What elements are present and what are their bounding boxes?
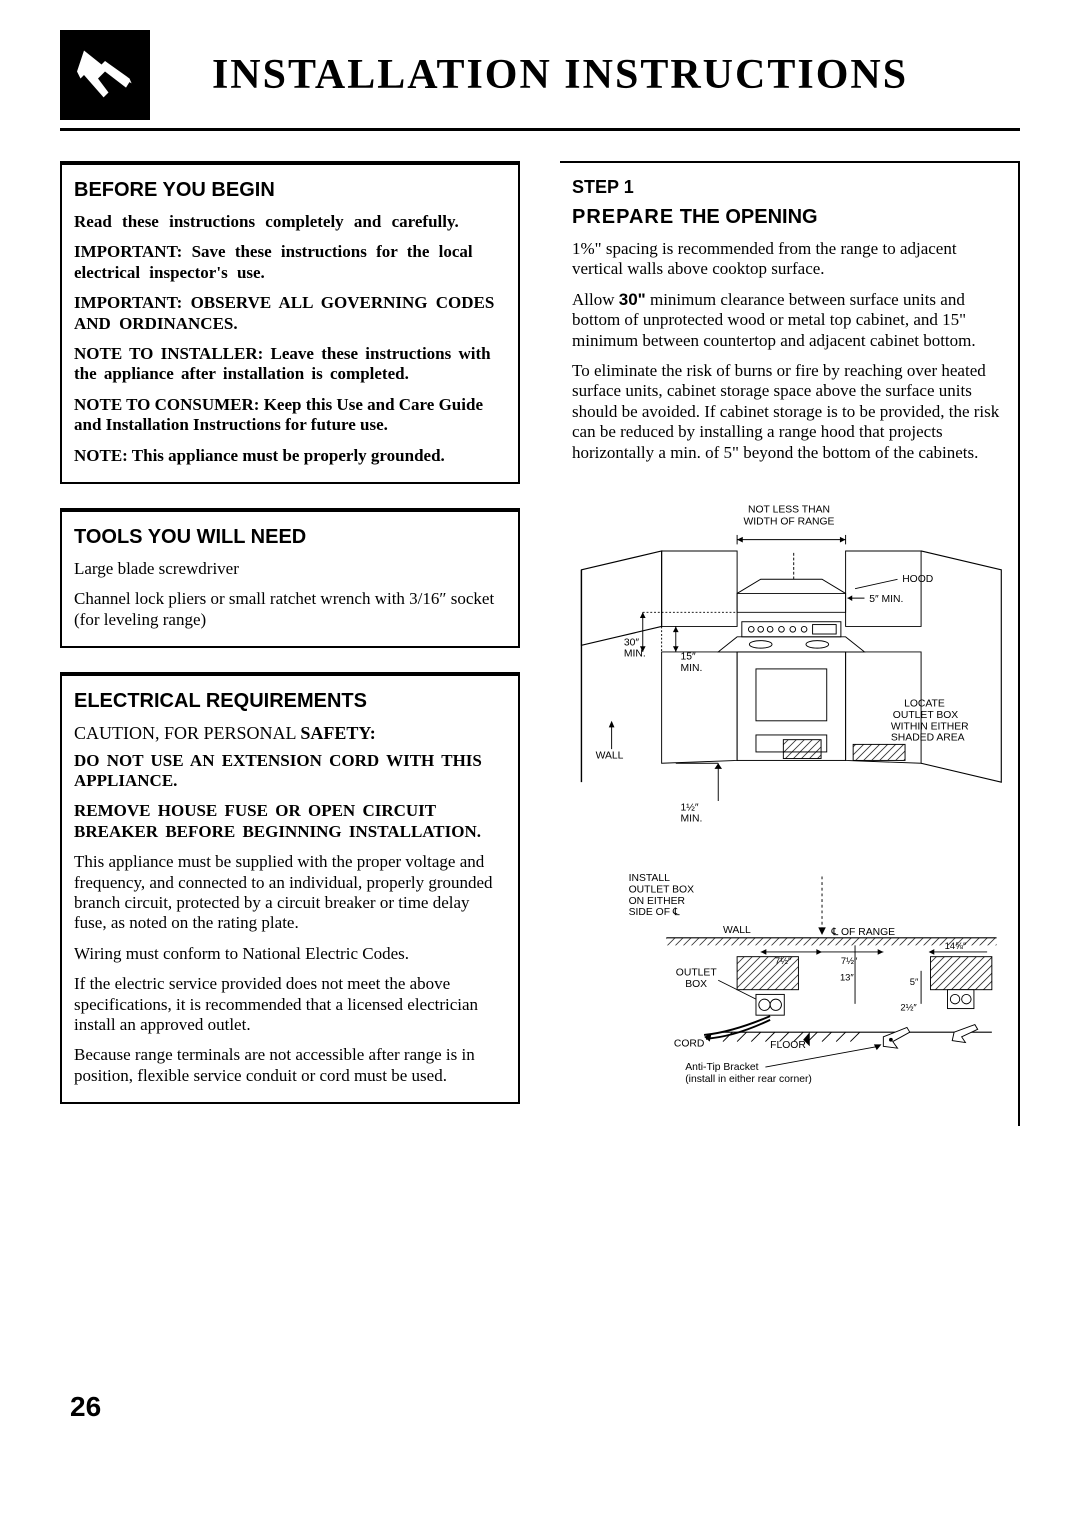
- diag-within: WITHIN EITHER: [891, 721, 969, 732]
- diag-cord: CORD: [674, 1038, 705, 1049]
- tools-heading: TOOLS YOU WILL NEED: [74, 526, 506, 549]
- diag-min-a: MIN.: [624, 649, 646, 660]
- before-p1: Read these instructions completely and c…: [74, 212, 506, 232]
- diag-1half: 1½″: [681, 802, 699, 813]
- diag-wall: WALL: [596, 750, 624, 761]
- diag-min-c: MIN.: [681, 814, 703, 825]
- diag-width-range: WIDTH OF RANGE: [744, 516, 835, 527]
- diag-install: INSTALL: [629, 873, 670, 884]
- electrical-p4: Wiring must conform to National Electric…: [74, 944, 506, 964]
- step1-heading: PREPARE THE OPENING: [572, 206, 1006, 229]
- before-p3: IMPORTANT: OBSERVE ALL GOVERNING CODES A…: [74, 293, 506, 334]
- diag-outletbox2: OUTLET BOX: [629, 884, 695, 895]
- diag-install-corner: (install in either rear corner): [685, 1074, 812, 1085]
- diag-locate: LOCATE: [904, 699, 945, 710]
- diag-15: 15″: [681, 651, 697, 662]
- diag-5min: 5″ MIN.: [869, 594, 903, 605]
- diag-antitip: Anti-Tip Bracket: [685, 1062, 758, 1073]
- diag-wall2: WALL: [723, 925, 751, 936]
- tools-box: TOOLS YOU WILL NEED Large blade screwdri…: [60, 508, 520, 648]
- step1-heading-a: PREPARE: [572, 206, 674, 228]
- electrical-p5: If the electric service provided does no…: [74, 974, 506, 1035]
- diag-not-less: NOT LESS THAN: [748, 504, 830, 515]
- electrical-p3: This appliance must be supplied with the…: [74, 852, 506, 934]
- diag-outletbox: OUTLET BOX: [893, 710, 959, 721]
- electrical-box: ELECTRICAL REQUIREMENTS CAUTION, FOR PER…: [60, 672, 520, 1104]
- step1-label: STEP 1: [572, 177, 1006, 198]
- diag-either: ON EITHER: [629, 896, 685, 907]
- p2b: 30": [619, 290, 646, 309]
- page-title: INSTALLATION INSTRUCTIONS: [190, 51, 1020, 99]
- before-p5: NOTE TO CONSUMER: Keep this Use and Care…: [74, 395, 506, 436]
- page-number: 26: [70, 1391, 101, 1423]
- hand-tool-icon: [60, 30, 150, 120]
- electrical-heading: ELECTRICAL REQUIREMENTS: [74, 690, 506, 713]
- diag-13: 13″: [840, 971, 854, 982]
- caution-text-a: CAUTION, FOR PERSONAL: [74, 723, 300, 743]
- diag-5: 5″: [910, 976, 919, 987]
- electrical-caution: CAUTION, FOR PERSONAL SAFETY:: [74, 723, 506, 745]
- step1-p2: Allow 30" minimum clearance between surf…: [572, 290, 1006, 351]
- before-heading: BEFORE YOU BEGIN: [74, 179, 506, 202]
- before-p4: NOTE TO INSTALLER: Leave these instructi…: [74, 344, 506, 385]
- diag-25: 2½″: [900, 1001, 917, 1012]
- diag-box: BOX: [685, 979, 707, 990]
- electrical-p1: DO NOT USE AN EXTENSION CORD WITH THIS A…: [74, 751, 506, 792]
- diag-30: 30″: [624, 637, 640, 648]
- caution-text-b: SAFETY:: [300, 723, 375, 743]
- tools-p2: Channel lock pliers or small ratchet wre…: [74, 589, 506, 630]
- diag-min-b: MIN.: [681, 663, 703, 674]
- before-p2: IMPORTANT: Save these instructions for t…: [74, 242, 506, 283]
- diag-sideof: SIDE OF ℄: [629, 907, 680, 918]
- step1-p1: 1%" spacing is recommended from the rang…: [572, 239, 1006, 280]
- diag-floor: FLOOR: [770, 1040, 806, 1051]
- before-p6: NOTE: This appliance must be properly gr…: [74, 446, 506, 466]
- content-columns: BEFORE YOU BEGIN Read these instructions…: [60, 161, 1020, 1126]
- step1-heading-b: THE OPENING: [674, 206, 817, 228]
- electrical-p2: REMOVE HOUSE FUSE OR OPEN CIRCUIT BREAKE…: [74, 801, 506, 842]
- left-column: BEFORE YOU BEGIN Read these instructions…: [60, 161, 520, 1126]
- diag-hood: HOOD: [902, 574, 933, 585]
- installation-diagram: NOT LESS THAN WIDTH OF RANGE: [572, 481, 1006, 1121]
- p2a: Allow: [572, 290, 619, 309]
- electrical-p6: Because range terminals are not accessib…: [74, 1045, 506, 1086]
- tools-p1: Large blade screwdriver: [74, 559, 506, 579]
- right-column: STEP 1 PREPARE THE OPENING 1%" spacing i…: [560, 161, 1020, 1126]
- diag-crange: ℄ OF RANGE: [830, 927, 895, 938]
- before-you-begin-box: BEFORE YOU BEGIN Read these instructions…: [60, 161, 520, 484]
- page-header: INSTALLATION INSTRUCTIONS: [60, 30, 1020, 131]
- diag-14: 14⅝″: [945, 940, 967, 951]
- diag-outlet: OUTLET: [676, 967, 718, 978]
- step1-box: STEP 1 PREPARE THE OPENING 1%" spacing i…: [560, 161, 1020, 1126]
- diag-shaded: SHADED AREA: [891, 733, 965, 744]
- step1-p3: To eliminate the risk of burns or fire b…: [572, 361, 1006, 463]
